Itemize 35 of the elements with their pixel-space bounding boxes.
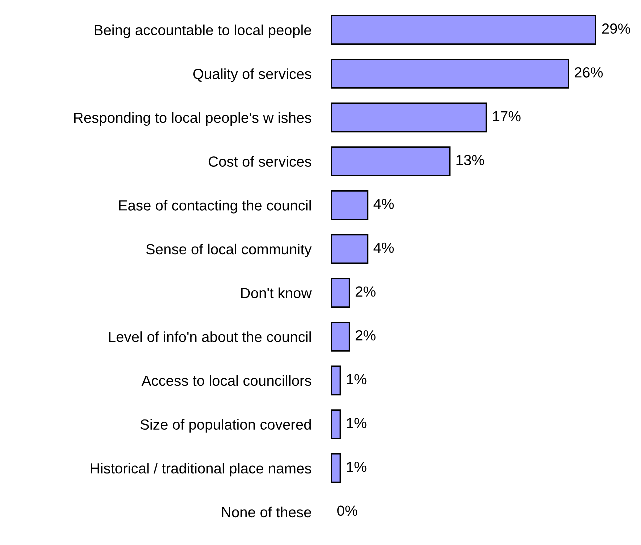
bar — [331, 190, 369, 220]
data-label: 1% — [347, 418, 367, 428]
data-label: 1% — [347, 374, 367, 385]
data-label: 13% — [456, 155, 484, 166]
y-tick-label: Cost of services — [208, 156, 312, 167]
data-label: 2% — [356, 330, 376, 341]
y-tick-label: Responding to local people's w ishes — [74, 112, 312, 126]
y-tick-label: Ease of contacting the council — [119, 200, 311, 214]
y-tick-label: Access to local councillors — [142, 375, 312, 386]
y-tick-label: Being accountable to local people — [95, 24, 312, 38]
y-tick-label: Historical / traditional place names — [91, 463, 312, 477]
data-label: 26% — [575, 68, 603, 78]
bar — [331, 146, 451, 177]
data-label: 1% — [347, 462, 367, 472]
bar — [331, 278, 350, 308]
bar — [331, 234, 369, 264]
y-tick-label: Quality of services — [194, 68, 312, 82]
bar — [331, 453, 342, 484]
bar — [331, 322, 350, 352]
data-label: 4% — [374, 242, 394, 254]
bar — [331, 15, 596, 46]
bar — [331, 58, 570, 89]
y-tick-label: None of these — [222, 506, 312, 518]
data-label: 4% — [374, 199, 394, 210]
data-label: 2% — [356, 286, 376, 297]
y-tick-label: Size of population covered — [140, 419, 312, 433]
data-label: 0% — [338, 506, 358, 516]
data-label: 17% — [493, 111, 521, 122]
y-tick-label: Sense of local community — [146, 244, 312, 258]
y-tick-label: Level of info'n about the council — [109, 332, 311, 342]
bar — [331, 102, 488, 133]
y-tick-label: Don't know — [241, 288, 312, 298]
bar — [331, 366, 342, 396]
bar — [331, 410, 342, 440]
data-label: 29% — [602, 24, 630, 34]
